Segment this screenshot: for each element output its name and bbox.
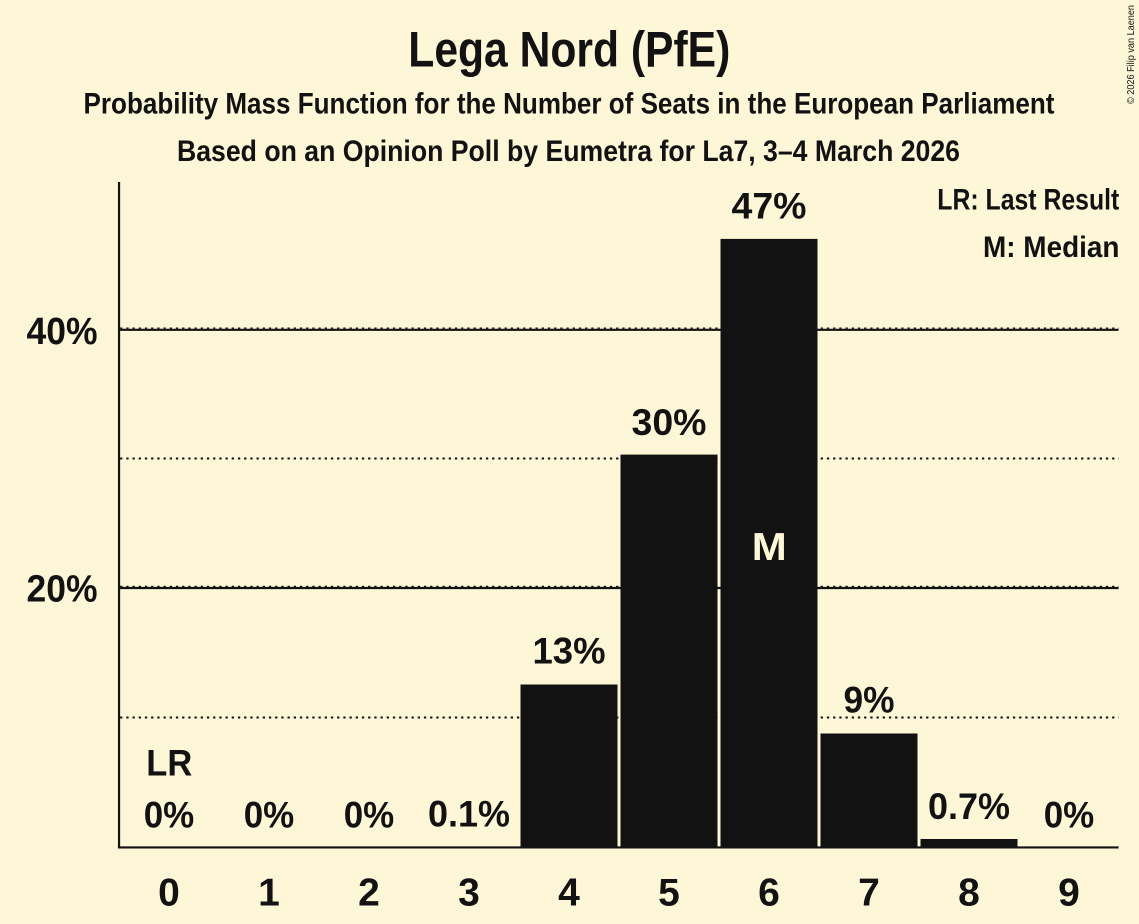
svg-text:13%: 13% xyxy=(533,629,606,671)
svg-text:M: Median: M: Median xyxy=(983,231,1120,264)
svg-text:6: 6 xyxy=(758,872,780,915)
svg-text:0%: 0% xyxy=(1044,793,1095,835)
svg-text:1: 1 xyxy=(258,872,280,915)
svg-text:Based on an Opinion Poll by Eu: Based on an Opinion Poll by Eumetra for … xyxy=(177,135,960,168)
svg-text:M: M xyxy=(752,526,787,569)
svg-text:7: 7 xyxy=(858,872,880,915)
svg-text:0: 0 xyxy=(158,872,180,915)
svg-text:8: 8 xyxy=(958,872,980,915)
svg-text:9%: 9% xyxy=(844,678,895,720)
svg-text:2: 2 xyxy=(358,872,380,915)
svg-text:47%: 47% xyxy=(732,184,807,226)
svg-text:20%: 20% xyxy=(27,569,98,611)
svg-text:Lega Nord (PfE): Lega Nord (PfE) xyxy=(408,22,730,78)
svg-text:0%: 0% xyxy=(344,793,395,835)
svg-text:30%: 30% xyxy=(632,401,707,443)
svg-text:5: 5 xyxy=(658,872,680,915)
svg-text:4: 4 xyxy=(558,872,580,915)
svg-text:Probability Mass Function for: Probability Mass Function for the Number… xyxy=(84,88,1055,121)
svg-text:0%: 0% xyxy=(244,793,295,835)
svg-text:0%: 0% xyxy=(144,793,195,835)
svg-text:LR: Last Result: LR: Last Result xyxy=(937,184,1119,217)
svg-text:0.7%: 0.7% xyxy=(928,785,1010,827)
svg-text:LR: LR xyxy=(146,741,192,783)
svg-text:0.1%: 0.1% xyxy=(428,793,510,835)
svg-text:40%: 40% xyxy=(27,311,98,353)
svg-text:9: 9 xyxy=(1058,872,1080,915)
svg-text:3: 3 xyxy=(458,872,480,915)
svg-text:© 2026 Filip van Laenen: © 2026 Filip van Laenen xyxy=(1126,5,1137,104)
